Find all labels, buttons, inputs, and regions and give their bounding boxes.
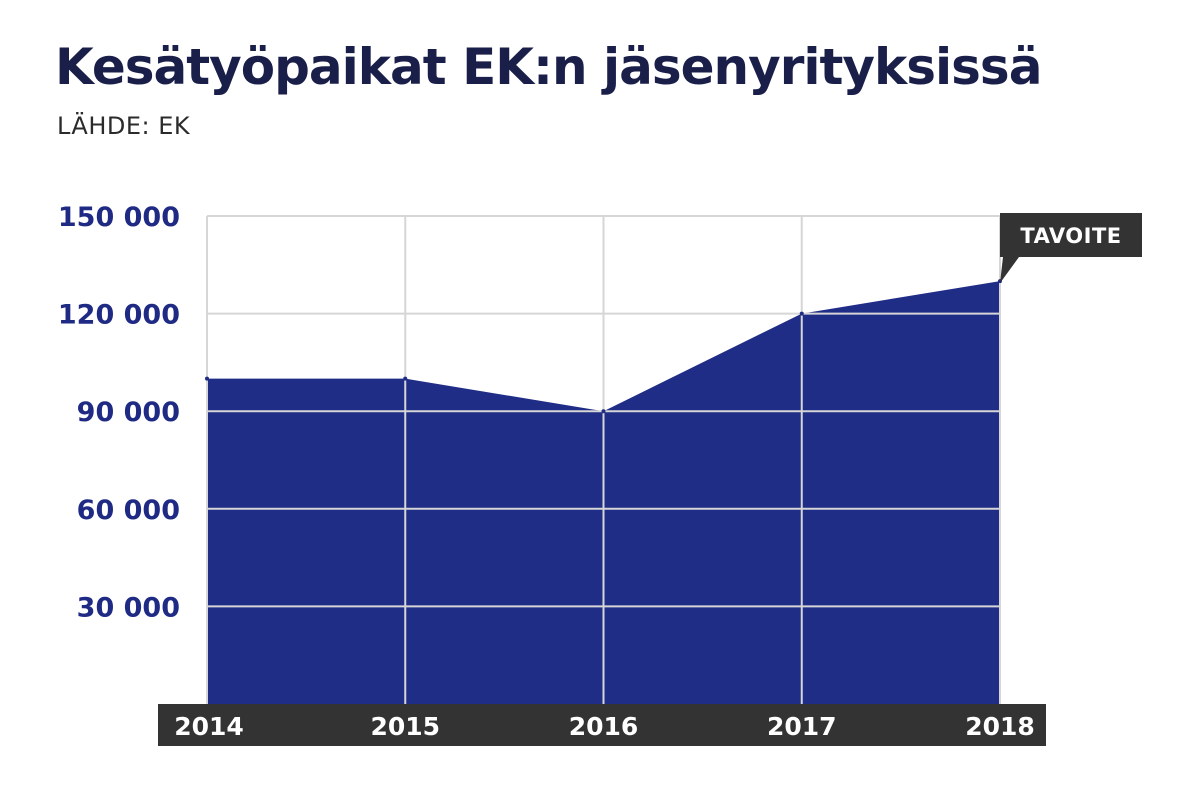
y-tick-label: 150 000: [58, 202, 180, 233]
annotation-box: [1000, 213, 1142, 257]
annotation-pointer: [1000, 257, 1019, 284]
annotation-label: TAVOITE: [1020, 224, 1121, 248]
x-tick-label: 2014: [174, 712, 244, 741]
data-point: [205, 376, 209, 381]
chart-source: LÄHDE: EK: [57, 112, 191, 140]
data-point: [601, 409, 606, 414]
x-tick-label: 2017: [767, 712, 837, 741]
y-tick-label: 120 000: [58, 300, 180, 331]
y-tick-label: 30 000: [77, 592, 180, 623]
chart-title: Kesätyöpaikat EK:n jäsenyrityksissä: [55, 38, 1042, 96]
y-tick-label: 90 000: [77, 397, 180, 428]
x-tick-label: 2018: [965, 712, 1035, 741]
x-tick-label: 2015: [370, 712, 440, 741]
data-point: [799, 311, 804, 316]
data-point: [403, 376, 408, 381]
x-axis-bar: [158, 704, 1046, 746]
y-tick-label: 60 000: [77, 495, 180, 526]
x-tick-label: 2016: [569, 712, 639, 741]
